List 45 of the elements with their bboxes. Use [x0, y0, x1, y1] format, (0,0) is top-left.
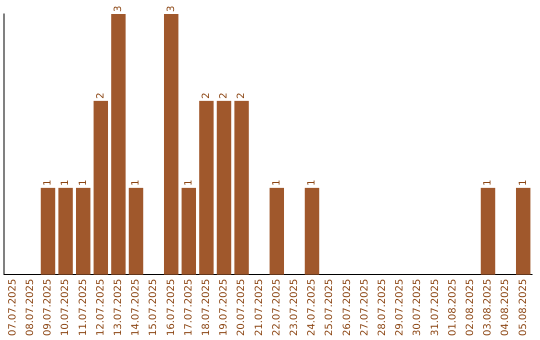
x-tick-label: 23.07.2025 [288, 278, 300, 336]
x-tick-label: 30.07.2025 [412, 278, 424, 336]
x-tick-label: 26.07.2025 [342, 278, 353, 336]
x-tick-label: 24.07.2025 [306, 278, 318, 336]
x-tick-label: 15.07.2025 [148, 278, 160, 336]
data-label: 3 [112, 6, 124, 12]
x-tick-label: 04.08.2025 [500, 278, 512, 336]
data-label: 1 [271, 179, 282, 186]
data-label: 1 [183, 179, 194, 186]
x-tick-label: 21.07.2025 [254, 278, 265, 336]
x-tick-label: 14.07.2025 [130, 278, 142, 336]
x-tick-label: 19.07.2025 [218, 278, 230, 336]
x-tick-label: 05.08.2025 [518, 278, 529, 336]
x-tick-label: 27.07.2025 [359, 278, 370, 336]
x-tick-label: 16.07.2025 [166, 278, 177, 336]
data-label: 1 [42, 179, 54, 186]
x-tick-label: 12.07.2025 [95, 278, 106, 336]
x-tick-label: 31.07.2025 [430, 278, 441, 336]
data-label: 1 [518, 179, 529, 186]
data-label: 3 [166, 6, 177, 12]
x-tick-label: 11.07.2025 [78, 278, 89, 336]
x-tick-label: 25.07.2025 [324, 278, 336, 336]
x-tick-label: 08.07.2025 [24, 278, 36, 336]
data-label: 2 [236, 92, 248, 99]
x-tick-label: 09.07.2025 [42, 278, 54, 336]
data-label: 2 [200, 92, 212, 99]
data-label: 2 [218, 92, 230, 99]
x-tick-label: 10.07.2025 [60, 278, 72, 336]
x-tick-label: 22.07.2025 [271, 278, 282, 336]
data-label: 1 [482, 179, 494, 186]
x-tick-label: 29.07.2025 [394, 278, 406, 336]
data-label: 1 [60, 179, 72, 186]
x-tick-label: 01.08.2025 [447, 278, 458, 336]
x-tick-label: 03.08.2025 [482, 278, 494, 336]
data-label: 2 [95, 92, 106, 99]
data-label: 1 [78, 179, 89, 186]
x-tick-label: 17.07.2025 [183, 278, 194, 336]
x-tick-label: 20.07.2025 [236, 278, 248, 336]
x-tick-label: 18.07.2025 [200, 278, 212, 336]
data-label: 1 [130, 179, 142, 186]
x-tick-label: 02.08.2025 [464, 278, 476, 336]
x-tick-label: 28.07.2025 [376, 278, 388, 336]
x-tick-label: 13.07.2025 [112, 278, 124, 336]
x-tick-label: 07.07.2025 [7, 278, 18, 336]
data-label: 1 [306, 179, 318, 186]
